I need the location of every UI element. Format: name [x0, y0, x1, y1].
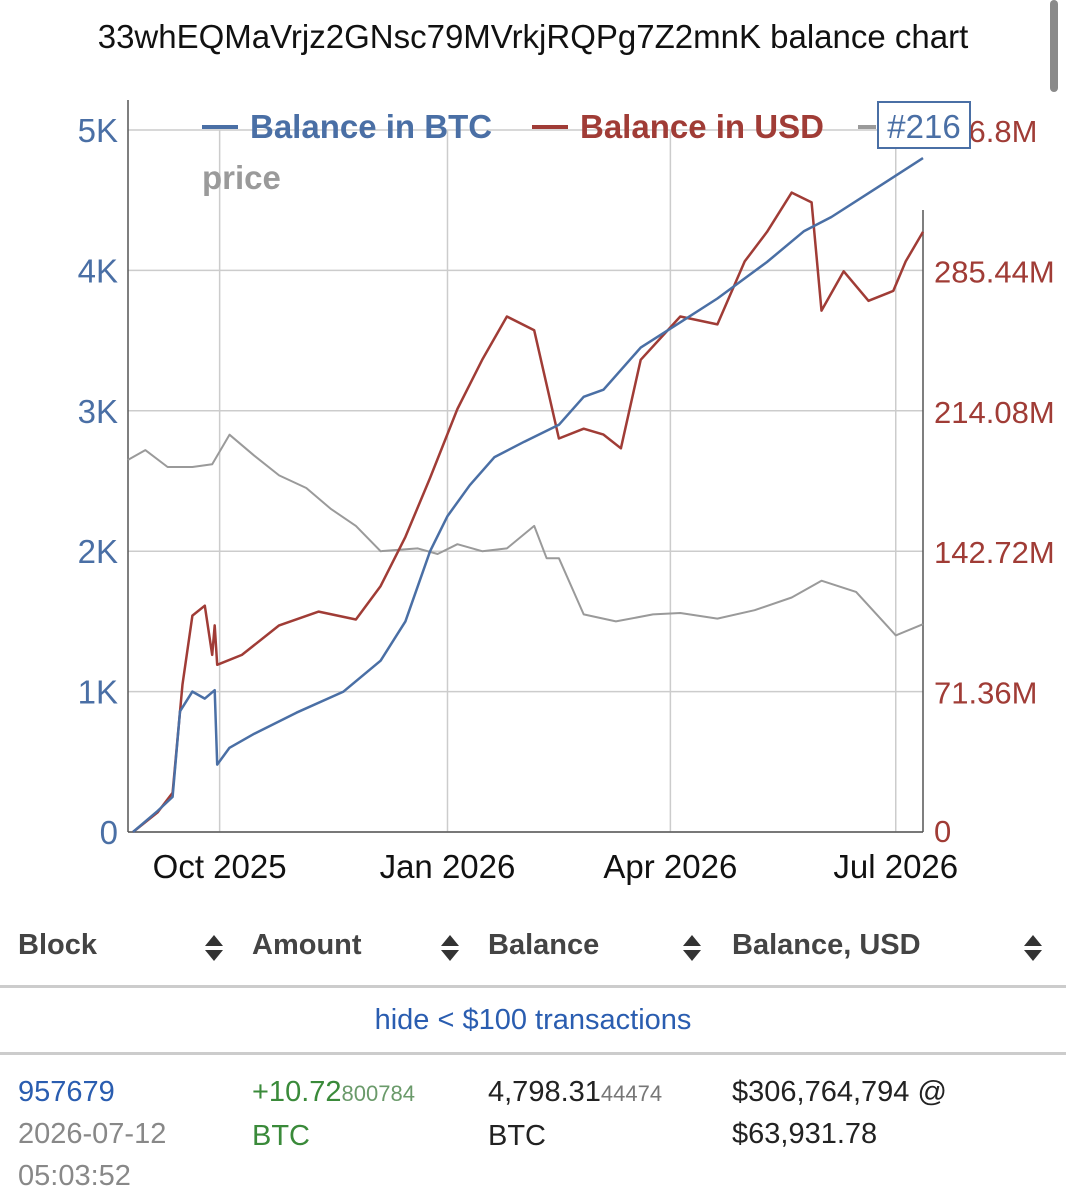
rank-badge-box — [877, 101, 971, 149]
block-cell: 957679 2026-07-12 05:03:52 — [18, 1071, 166, 1197]
header-balance[interactable]: Balance — [488, 929, 600, 961]
amount-small: 800784 — [341, 1081, 415, 1106]
balance-cell: 4,798.3144474 BTC — [488, 1071, 662, 1157]
sort-block-icon[interactable] — [205, 935, 223, 965]
legend-price-label: price — [202, 159, 281, 196]
hide-small-transactions-link[interactable]: hide < $100 transactions — [374, 1004, 692, 1036]
y-left-tick-label: 2K — [78, 533, 118, 570]
sort-balance-icon[interactable] — [683, 935, 701, 965]
header-balance-usd[interactable]: Balance, USD — [732, 929, 921, 961]
filter-row: hide < $100 transactions — [0, 988, 1066, 1055]
chart-title: 33whEQMaVrjz2GNsc79MVrkjRQPg7Z2mnK balan… — [97, 18, 969, 55]
table-header: Block Amount Balance Balance, USD — [0, 915, 1066, 988]
balance-unit: BTC — [488, 1120, 546, 1152]
balance-usd-value: $306,764,794 @ — [732, 1076, 947, 1108]
balance-chart: 01K2K3K4K5K071.36M142.72M214.08M285.44M3… — [78, 100, 1055, 885]
balance-small: 44474 — [600, 1081, 663, 1106]
scrollbar[interactable] — [1050, 0, 1058, 92]
y-right-tick-label: 71.36M — [934, 676, 1037, 711]
x-tick-label: Oct 2025 — [153, 848, 287, 885]
y-right-tick-label: 214.08M — [934, 395, 1055, 430]
tx-date: 2026-07-12 — [18, 1118, 167, 1150]
sort-amount-icon[interactable] — [441, 935, 459, 965]
amount-unit: BTC — [252, 1120, 310, 1152]
tx-time: 05:03:52 — [18, 1160, 131, 1192]
y-right-tick-label: 0 — [934, 814, 951, 849]
price-series-line — [127, 433, 924, 637]
y-left-tick-label: 5K — [78, 112, 118, 149]
legend-usd-label: Balance in USD — [580, 108, 824, 145]
balance-usd-cell: $306,764,794 @ $63,931.78 — [732, 1071, 947, 1155]
y-left-tick-label: 3K — [78, 393, 118, 430]
btc-price-value: $63,931.78 — [732, 1118, 878, 1150]
x-tick-label: Jul 2026 — [833, 848, 958, 885]
btc-balance-series-line — [132, 157, 924, 833]
header-block[interactable]: Block — [18, 929, 97, 961]
y-left-tick-label: 4K — [78, 252, 118, 289]
y-left-tick-label: 0 — [100, 814, 118, 851]
x-tick-label: Jan 2026 — [380, 848, 516, 885]
balance-main: 4,798.31 — [488, 1076, 601, 1108]
transactions-table: Block Amount Balance Balance, USD hide <… — [0, 915, 1066, 1195]
amount-cell: +10.72800784 BTC — [252, 1071, 415, 1157]
y-left-tick-label: 1K — [78, 674, 118, 711]
legend-btc-label: Balance in BTC — [250, 108, 492, 145]
x-tick-label: Apr 2026 — [603, 848, 737, 885]
usd-balance-series-line — [132, 191, 925, 833]
header-amount[interactable]: Amount — [252, 929, 362, 961]
amount-main: +10.72 — [252, 1076, 342, 1108]
table-row: 957679 2026-07-12 05:03:52 +10.72800784 … — [0, 1055, 1066, 1195]
rank-badge: #216 — [887, 108, 960, 145]
y-right-tick-label: 285.44M — [934, 254, 1055, 289]
sort-balance-usd-icon[interactable] — [1024, 935, 1042, 965]
y-right-tick-label: 142.72M — [934, 535, 1055, 570]
block-link[interactable]: 957679 — [18, 1076, 115, 1108]
